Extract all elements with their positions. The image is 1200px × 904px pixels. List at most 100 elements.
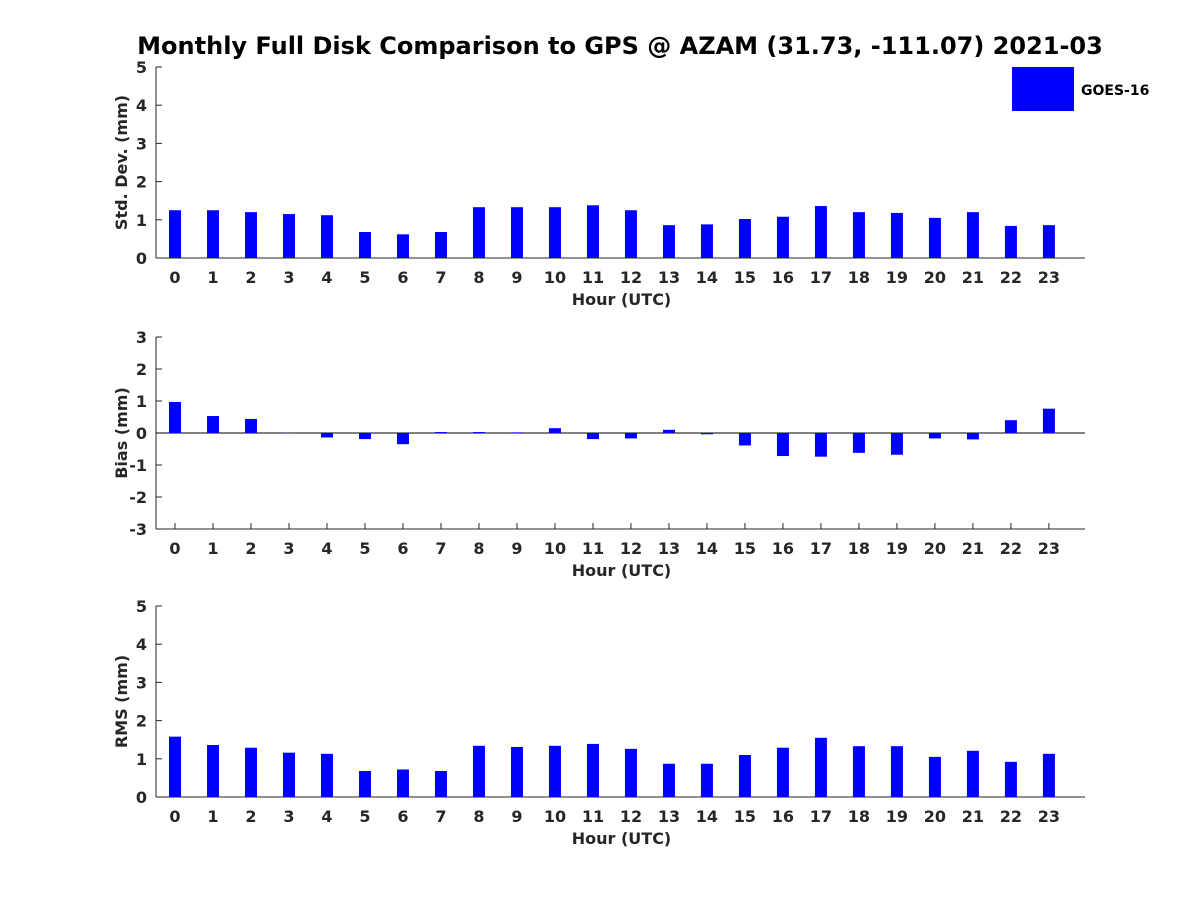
bar-std_dev-hour-9: [510, 207, 523, 258]
bar-bias-hour-10: [548, 428, 561, 433]
x-tick-label: 23: [1038, 268, 1060, 287]
y-tick-label: 1: [136, 392, 147, 411]
x-axis-label: Hour (UTC): [572, 829, 672, 848]
y-tick-label: 2: [136, 173, 147, 192]
y-tick-label: -1: [129, 456, 147, 475]
bar-bias-hour-22: [1004, 420, 1017, 433]
bar-std_dev-hour-12: [624, 210, 637, 258]
x-tick-label: 15: [734, 268, 756, 287]
x-tick-label: 21: [962, 539, 984, 558]
bar-rms-hour-19: [890, 746, 903, 797]
y-tick-label: 4: [136, 96, 147, 115]
x-tick-label: 8: [473, 807, 484, 826]
x-tick-label: 8: [473, 539, 484, 558]
x-tick-label: 7: [435, 807, 446, 826]
bar-std_dev-hour-8: [472, 207, 485, 258]
x-tick-label: 8: [473, 268, 484, 287]
x-tick-label: 15: [734, 539, 756, 558]
x-tick-label: 20: [924, 807, 946, 826]
x-axis-label: Hour (UTC): [572, 290, 672, 309]
bar-bias-hour-20: [928, 433, 941, 439]
x-tick-label: 11: [582, 807, 604, 826]
x-tick-label: 2: [245, 807, 256, 826]
x-tick-label: 2: [245, 539, 256, 558]
x-tick-label: 10: [544, 539, 566, 558]
x-tick-label: 3: [283, 268, 294, 287]
bar-std_dev-hour-13: [662, 225, 675, 258]
bar-bias-hour-11: [586, 433, 599, 440]
x-tick-label: 17: [810, 807, 832, 826]
x-tick-label: 15: [734, 807, 756, 826]
bar-std_dev-hour-21: [966, 212, 979, 258]
x-tick-label: 3: [283, 539, 294, 558]
bar-std_dev-hour-5: [358, 232, 371, 258]
x-tick-label: 7: [435, 268, 446, 287]
y-axis-label: Std. Dev. (mm): [112, 95, 131, 230]
x-tick-label: 14: [696, 807, 718, 826]
x-tick-label: 19: [886, 268, 908, 287]
x-tick-label: 0: [169, 268, 180, 287]
bar-rms-hour-7: [434, 771, 447, 797]
x-tick-label: 12: [620, 807, 642, 826]
bar-rms-hour-8: [472, 745, 485, 797]
bar-std_dev-hour-23: [1042, 225, 1055, 258]
x-tick-label: 10: [544, 268, 566, 287]
bar-bias-hour-5: [358, 433, 371, 440]
x-tick-label: 1: [207, 539, 218, 558]
bar-rms-hour-17: [814, 737, 827, 797]
bar-std_dev-hour-19: [890, 212, 903, 258]
bar-rms-hour-3: [282, 752, 295, 797]
bar-rms-hour-0: [169, 736, 181, 797]
bar-rms-hour-15: [738, 754, 751, 797]
bar-std_dev-hour-17: [814, 206, 827, 258]
x-tick-label: 6: [397, 807, 408, 826]
bar-bias-hour-19: [890, 433, 903, 455]
bar-rms-hour-23: [1042, 753, 1055, 797]
x-tick-label: 2: [245, 268, 256, 287]
bar-bias-hour-8: [472, 432, 485, 433]
x-tick-label: 4: [321, 807, 332, 826]
y-tick-label: 1: [136, 211, 147, 230]
bar-std_dev-hour-10: [548, 207, 561, 258]
x-tick-label: 22: [1000, 539, 1022, 558]
bar-rms-hour-21: [966, 750, 979, 797]
y-axis-label: RMS (mm): [112, 655, 131, 748]
bar-bias-hour-17: [814, 433, 827, 457]
x-tick-label: 14: [696, 268, 718, 287]
x-tick-label: 13: [658, 807, 680, 826]
bar-rms-hour-10: [548, 745, 561, 797]
x-tick-label: 6: [397, 539, 408, 558]
y-axis-label: Bias (mm): [112, 387, 131, 479]
x-tick-label: 9: [511, 807, 522, 826]
bar-std_dev-hour-4: [320, 215, 333, 258]
bar-bias-hour-14: [700, 433, 713, 435]
x-tick-label: 20: [924, 539, 946, 558]
x-tick-label: 5: [359, 268, 370, 287]
bar-std_dev-hour-18: [852, 212, 865, 258]
bar-bias-hour-3: [282, 433, 295, 434]
bar-std_dev-hour-16: [776, 216, 789, 258]
bar-rms-hour-14: [700, 763, 713, 797]
bar-bias-hour-1: [206, 416, 219, 433]
bar-bias-hour-7: [434, 432, 447, 433]
y-tick-label: 0: [136, 249, 147, 268]
x-tick-label: 16: [772, 539, 794, 558]
x-tick-label: 9: [511, 268, 522, 287]
bar-bias-hour-9: [510, 432, 523, 433]
x-tick-label: 11: [582, 268, 604, 287]
bar-std_dev-hour-20: [928, 217, 941, 258]
bar-rms-hour-6: [396, 769, 409, 797]
x-tick-label: 4: [321, 268, 332, 287]
x-tick-label: 1: [207, 807, 218, 826]
x-tick-label: 21: [962, 807, 984, 826]
x-tick-label: 22: [1000, 268, 1022, 287]
bar-rms-hour-4: [320, 753, 333, 797]
x-tick-label: 12: [620, 539, 642, 558]
y-tick-label: -2: [129, 488, 147, 507]
y-tick-label: 3: [136, 328, 147, 347]
bar-bias-hour-18: [852, 433, 865, 453]
x-tick-label: 14: [696, 539, 718, 558]
x-tick-label: 0: [169, 807, 180, 826]
x-tick-label: 10: [544, 807, 566, 826]
